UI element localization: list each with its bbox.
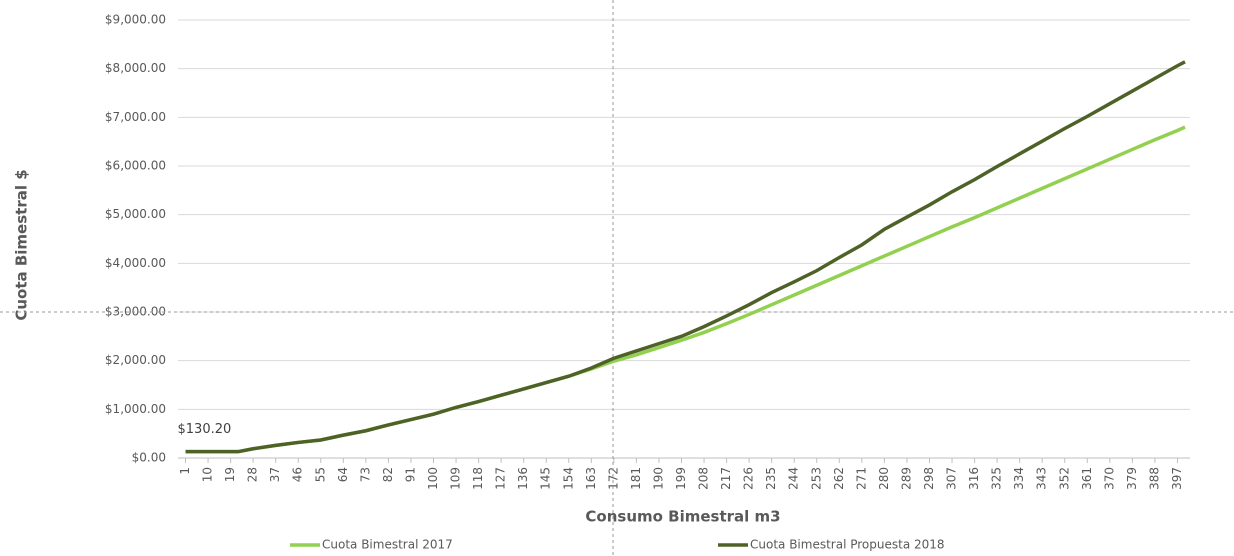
x-axis-label: Consumo Bimestral m3 [585,508,780,526]
series-line [185,125,1186,454]
y-tick-label: $6,000.00 [105,159,166,173]
x-tick-label: 55 [313,467,327,482]
x-tick-label: 262 [832,467,846,490]
x-tick-label: 73 [358,467,372,482]
x-tick-label: 397 [1170,467,1184,490]
y-tick-label: $5,000.00 [105,207,166,221]
legend-label: Cuota Bimestral 2017 [322,538,453,552]
x-tick-label: 181 [629,467,643,490]
y-tick-label: $7,000.00 [105,110,166,124]
x-tick-label: 271 [854,467,868,490]
y-tick-label: $9,000.00 [105,13,166,27]
y-axis-label: Cuota Bimestral $ [13,169,31,320]
x-tick-label: 154 [561,467,575,490]
x-tick-label: 244 [787,467,801,490]
y-tick-label: $0.00 [132,451,166,465]
series-line [185,60,1186,454]
x-tick-label: 334 [1012,467,1026,490]
x-tick-label: 91 [403,467,417,482]
legend-label: Cuota Bimestral Propuesta 2018 [750,538,945,552]
x-tick-label: 379 [1125,467,1139,490]
y-tick-label: $1,000.00 [105,402,166,416]
x-tick-label: 46 [291,467,305,482]
x-tick-label: 19 [223,467,237,482]
x-tick-label: 253 [809,467,823,490]
x-tick-label: 136 [516,467,530,490]
x-tick-label: 370 [1102,467,1116,490]
x-tick-label: 289 [899,467,913,490]
x-tick-label: 208 [697,467,711,490]
x-tick-label: 217 [719,467,733,490]
x-tick-label: 28 [246,467,260,482]
x-tick-label: 388 [1147,467,1161,490]
x-tick-label: 190 [651,467,665,490]
x-tick-label: 325 [990,467,1004,490]
y-tick-label: $4,000.00 [105,256,166,270]
x-tick-label: 118 [471,467,485,490]
y-tick-label: $2,000.00 [105,353,166,367]
x-tick-label: 82 [381,467,395,482]
x-tick-label: 316 [967,467,981,490]
x-tick-label: 352 [1057,467,1071,490]
x-tick-label: 64 [336,467,350,482]
x-tick-label: 37 [268,467,282,482]
x-tick-label: 100 [426,467,440,490]
x-tick-label: 10 [201,467,215,482]
x-tick-label: 280 [877,467,891,490]
x-tick-label: 1 [178,467,192,475]
x-tick-label: 298 [922,467,936,490]
x-tick-label: 235 [764,467,778,490]
x-tick-label: 199 [674,467,688,490]
x-tick-label: 343 [1035,467,1049,490]
x-tick-label: 109 [449,467,463,490]
y-tick-label: $3,000.00 [105,305,166,319]
x-tick-label: 163 [584,467,598,490]
x-tick-label: 361 [1080,467,1094,490]
x-tick-label: 145 [539,467,553,490]
x-tick-label: 172 [606,467,620,490]
x-tick-label: 226 [742,467,756,490]
x-tick-label: 307 [945,467,959,490]
y-tick-label: $8,000.00 [105,61,166,75]
x-tick-label: 127 [494,467,508,490]
annotation: $130.20 [178,422,232,437]
